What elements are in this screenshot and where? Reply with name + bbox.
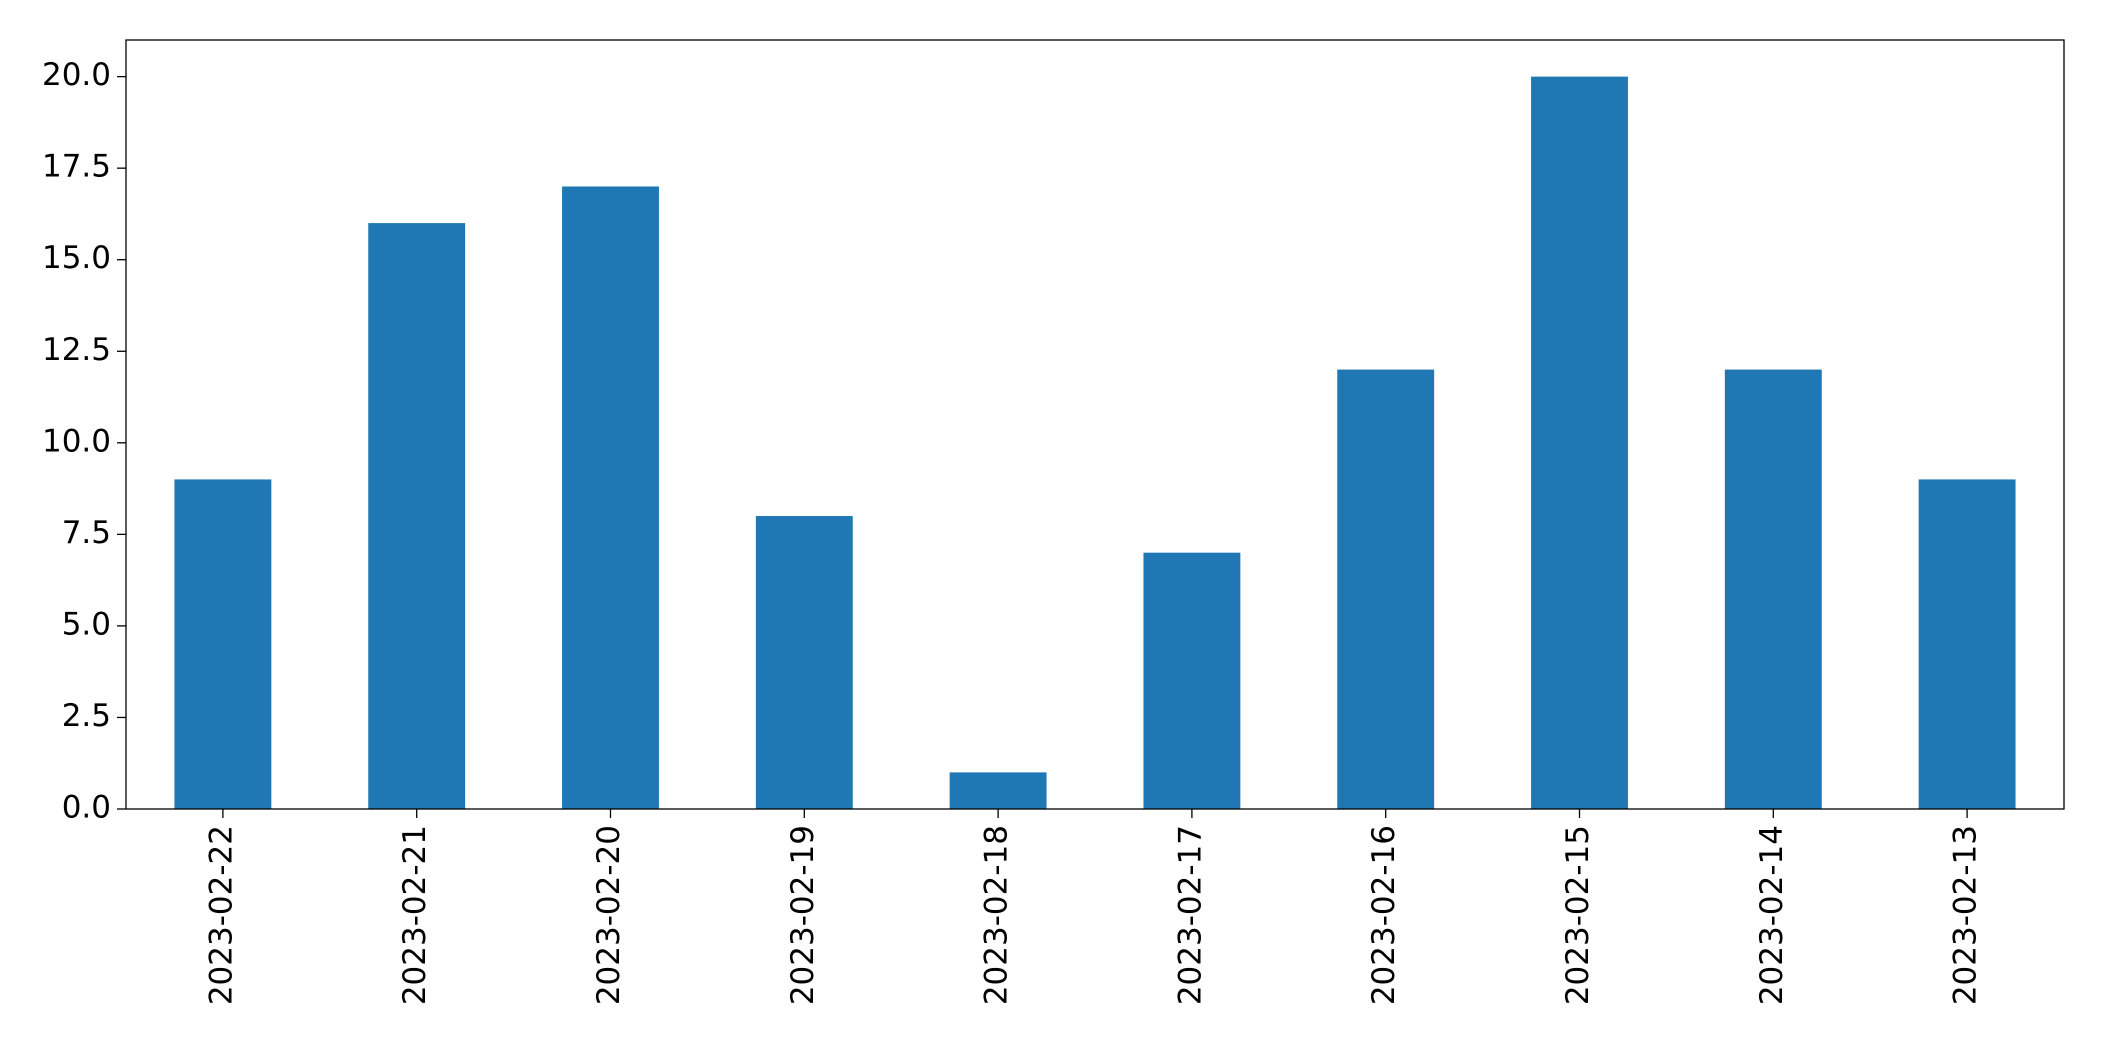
bar: [1337, 369, 1435, 809]
bar: [1531, 76, 1628, 810]
y-tick-label: 12.5: [42, 332, 111, 368]
bar: [1918, 479, 2016, 809]
x-tick-label: 2023-02-16: [1366, 825, 1402, 1005]
bar: [1724, 369, 1822, 809]
bar: [949, 772, 1047, 809]
y-tick-label: 10.0: [42, 423, 111, 459]
bar: [562, 186, 659, 809]
x-tick-label: 2023-02-21: [397, 825, 433, 1005]
bar: [368, 223, 466, 810]
x-tick-label: 2023-02-18: [979, 825, 1015, 1005]
y-tick-label: 2.5: [62, 698, 111, 734]
x-tick-label: 2023-02-13: [1948, 825, 1984, 1005]
y-tick-label: 0.0: [62, 790, 111, 826]
bar: [174, 479, 272, 809]
x-tick-label: 2023-02-14: [1754, 825, 1790, 1005]
bar: [755, 516, 853, 809]
y-tick-label: 20.0: [42, 57, 111, 93]
y-tick-label: 15.0: [42, 240, 111, 276]
x-tick-label: 2023-02-15: [1560, 825, 1596, 1005]
y-tick-label: 7.5: [62, 515, 111, 551]
x-tick-label: 2023-02-20: [591, 825, 627, 1005]
x-tick-label: 2023-02-19: [785, 825, 821, 1005]
y-tick-label: 17.5: [42, 149, 111, 185]
bar: [1143, 552, 1241, 809]
x-tick-label: 2023-02-17: [1172, 825, 1208, 1005]
x-tick-label: 2023-02-22: [203, 825, 239, 1005]
y-tick-label: 5.0: [62, 606, 111, 642]
plot-frame: [125, 39, 2065, 810]
